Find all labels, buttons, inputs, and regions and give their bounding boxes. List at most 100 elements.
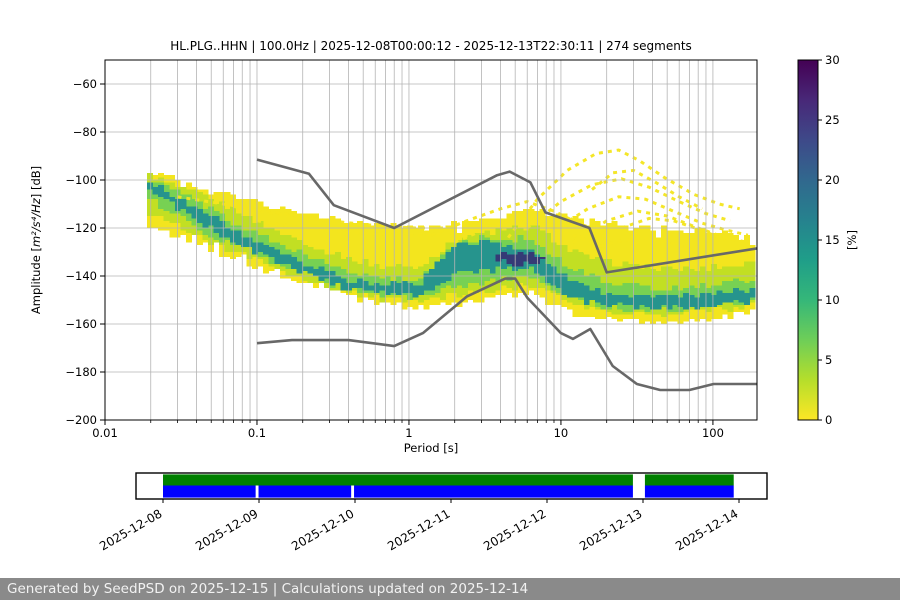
event-arc [591, 168, 703, 211]
density-column [738, 290, 745, 303]
density-column [312, 259, 319, 276]
density-column [312, 268, 319, 276]
density-column [417, 285, 424, 296]
density-column [528, 252, 535, 264]
x-tick-label: 0.01 [92, 426, 118, 440]
density-column [290, 256, 297, 269]
x-tick-label: 100 [702, 426, 724, 440]
density-column [644, 295, 651, 308]
density-column [368, 276, 375, 293]
density-column [351, 223, 358, 296]
density-column [163, 192, 170, 200]
density-column [694, 297, 701, 310]
density-column [462, 242, 469, 272]
density-column [727, 280, 734, 303]
density-column [335, 276, 341, 284]
density-column [589, 290, 596, 300]
density-column [307, 266, 314, 274]
date-tick-label: 2025-12-10 [289, 506, 356, 553]
density-column [633, 295, 640, 310]
colorbar-label: [%] [845, 230, 859, 250]
density-column [169, 196, 176, 202]
y-axis-label-prefix: Amplitude [ [29, 247, 43, 315]
x-axis-label: Period [s] [403, 441, 459, 455]
density-column [517, 252, 524, 267]
gridlines [104, 60, 757, 420]
plot-title: HL.PLG..HHN | 100.0Hz | 2025-12-08T00:00… [170, 39, 692, 53]
colorbar: 0 5 10 15 20 25 30 [797, 53, 840, 427]
density-column [235, 230, 242, 245]
density-column [484, 240, 491, 269]
density-column [495, 254, 502, 262]
date-tick-label: 2025-12-13 [577, 506, 644, 553]
density-column [539, 256, 546, 276]
density-column [324, 271, 330, 279]
ppsd-plot-canvas: 0.01 0.1 1 10 100−60−80−100−120−140−160−180−… [65, 53, 840, 553]
density-column [252, 230, 259, 250]
coverage-blue-span [354, 485, 633, 498]
density-column [241, 237, 248, 248]
density-column [384, 225, 391, 303]
density-column [263, 244, 270, 255]
density-column [556, 273, 563, 288]
density-column [252, 242, 259, 255]
density-column [268, 247, 275, 257]
density-column [219, 220, 225, 238]
density-column [716, 290, 723, 305]
nlnm-line [256, 277, 757, 392]
density-column [152, 187, 159, 195]
event-arc [620, 216, 726, 242]
density-column [406, 283, 413, 293]
density-column [561, 273, 568, 296]
density-column [379, 223, 386, 303]
axes-frame: 0.01 0.1 1 10 100 −60 −80 −100 −120 −140 −160 −180 −… [65, 59, 758, 440]
event-arc [526, 177, 731, 230]
density-column [412, 285, 419, 298]
density-column [744, 283, 750, 300]
density-column [429, 268, 435, 291]
y-tick-label: −100 [65, 173, 97, 187]
density-column [296, 249, 303, 272]
density-column [390, 223, 397, 305]
date-tick-label: 2025-12-09 [193, 506, 260, 553]
density-column [368, 285, 375, 291]
x-tick-label: 1 [405, 426, 412, 440]
density-column [539, 256, 546, 260]
density-column [362, 280, 369, 291]
density-column [379, 285, 386, 291]
density-column [600, 295, 607, 305]
density-column [451, 247, 458, 274]
event-arc [553, 195, 749, 237]
noise-models [256, 158, 757, 392]
density-column [340, 278, 347, 291]
footer-text: Generated by SeedPSD on 2025-12-15 | Cal… [7, 581, 529, 597]
y-tick-label: −60 [73, 77, 97, 91]
density-column [318, 266, 325, 281]
event-arc [454, 216, 593, 244]
density-column [324, 218, 330, 288]
density-column [721, 292, 728, 303]
density-column [445, 252, 452, 281]
density-column [274, 249, 281, 264]
event-arc [256, 219, 440, 237]
density-column [522, 254, 529, 262]
density-column [340, 223, 347, 293]
y-tick-label: −160 [65, 317, 97, 331]
y-tick-label: −180 [65, 365, 97, 379]
density-column [616, 295, 623, 303]
density-column [147, 182, 154, 200]
coverage-blue-span [163, 485, 256, 498]
density-column [749, 288, 756, 298]
density-column [346, 283, 353, 291]
density-column [594, 288, 601, 303]
density-column [732, 288, 739, 300]
density-column [467, 244, 474, 272]
colorbar-tick-label: 15 [825, 233, 840, 247]
density-column [285, 254, 292, 264]
density-column [357, 278, 364, 288]
density-column [147, 182, 154, 190]
density-column [246, 237, 253, 248]
colorbar-tick-label: 0 [825, 413, 832, 427]
colorbar-tick-label: 30 [825, 53, 840, 67]
density-column [456, 242, 463, 272]
